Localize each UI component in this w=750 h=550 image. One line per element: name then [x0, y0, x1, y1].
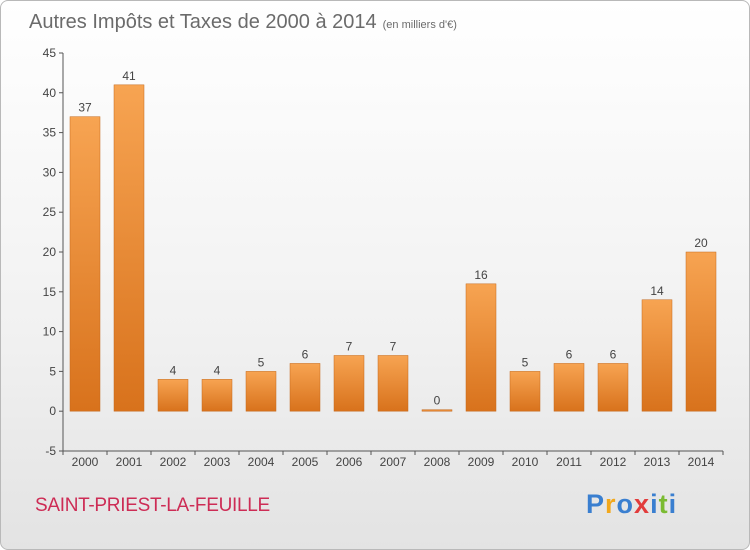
- bar: [69, 116, 101, 412]
- bar: [597, 363, 629, 412]
- y-tick-label: -5: [45, 444, 56, 458]
- data-label: 7: [390, 339, 397, 353]
- y-tick-label: 20: [43, 245, 57, 259]
- data-label: 16: [474, 268, 488, 282]
- data-label: 37: [78, 101, 92, 115]
- x-tick-label: 2003: [204, 455, 231, 469]
- logo-letter: t: [658, 489, 669, 519]
- x-tick-label: 2009: [468, 455, 495, 469]
- y-tick-label: 45: [43, 46, 57, 60]
- y-tick-label: 15: [43, 285, 57, 299]
- x-tick-label: 2002: [160, 455, 187, 469]
- bar: [421, 409, 453, 412]
- x-tick-label: 2006: [336, 455, 363, 469]
- y-tick-label: 35: [43, 126, 57, 140]
- data-label: 5: [258, 355, 265, 369]
- bar: [157, 379, 189, 412]
- unit-label: (en milliers d'€): [382, 19, 457, 31]
- data-label: 14: [650, 284, 664, 298]
- bar: [377, 355, 409, 412]
- data-label: 41: [122, 69, 136, 83]
- town-name: SAINT-PRIEST-LA-FEUILLE: [35, 495, 270, 516]
- data-label: 4: [170, 363, 177, 377]
- bar: [201, 379, 233, 412]
- logo-letter: i: [668, 489, 678, 519]
- x-tick-label: 2004: [248, 455, 275, 469]
- y-tick-label: 5: [49, 364, 56, 378]
- bar: [113, 84, 145, 412]
- x-tick-label: 2008: [424, 455, 451, 469]
- logo-letter: i: [650, 489, 659, 519]
- logo-letter: x: [634, 489, 651, 519]
- data-label: 6: [302, 347, 309, 361]
- data-label: 6: [566, 347, 573, 361]
- x-tick-label: 2000: [72, 455, 99, 469]
- x-tick-label: 2012: [600, 455, 627, 469]
- bar: [553, 363, 585, 412]
- y-tick-label: 40: [43, 86, 57, 100]
- data-label: 0: [434, 394, 441, 408]
- bar: [641, 299, 673, 412]
- x-tick-label: 2005: [292, 455, 319, 469]
- bar: [289, 363, 321, 412]
- bar: [333, 355, 365, 412]
- bar: [245, 371, 277, 412]
- y-tick-label: 30: [43, 165, 57, 179]
- data-label: 6: [610, 347, 617, 361]
- logo-letter: r: [605, 489, 617, 519]
- chart-title: Autres Impôts et Taxes de 2000 à 2014 (en…: [29, 11, 457, 33]
- bar: [685, 251, 717, 412]
- y-tick-label: 25: [43, 205, 57, 219]
- x-tick-label: 2011: [556, 455, 582, 469]
- data-label: 7: [346, 339, 353, 353]
- x-tick-label: 2013: [644, 455, 671, 469]
- y-tick-label: 10: [43, 325, 57, 339]
- data-label: 5: [522, 355, 529, 369]
- data-label: 20: [694, 236, 708, 250]
- logo-letter: o: [616, 489, 635, 519]
- x-tick-label: 2010: [512, 455, 539, 469]
- bar: [509, 371, 541, 412]
- logo-letter: P: [586, 489, 606, 519]
- y-tick-label: 0: [49, 404, 56, 418]
- bar: [465, 283, 497, 412]
- data-label: 4: [214, 363, 221, 377]
- x-tick-label: 2007: [380, 455, 407, 469]
- proxiti-logo[interactable]: Proxiti: [586, 489, 677, 520]
- x-tick-label: 2001: [116, 455, 143, 469]
- x-tick-label: 2014: [688, 455, 715, 469]
